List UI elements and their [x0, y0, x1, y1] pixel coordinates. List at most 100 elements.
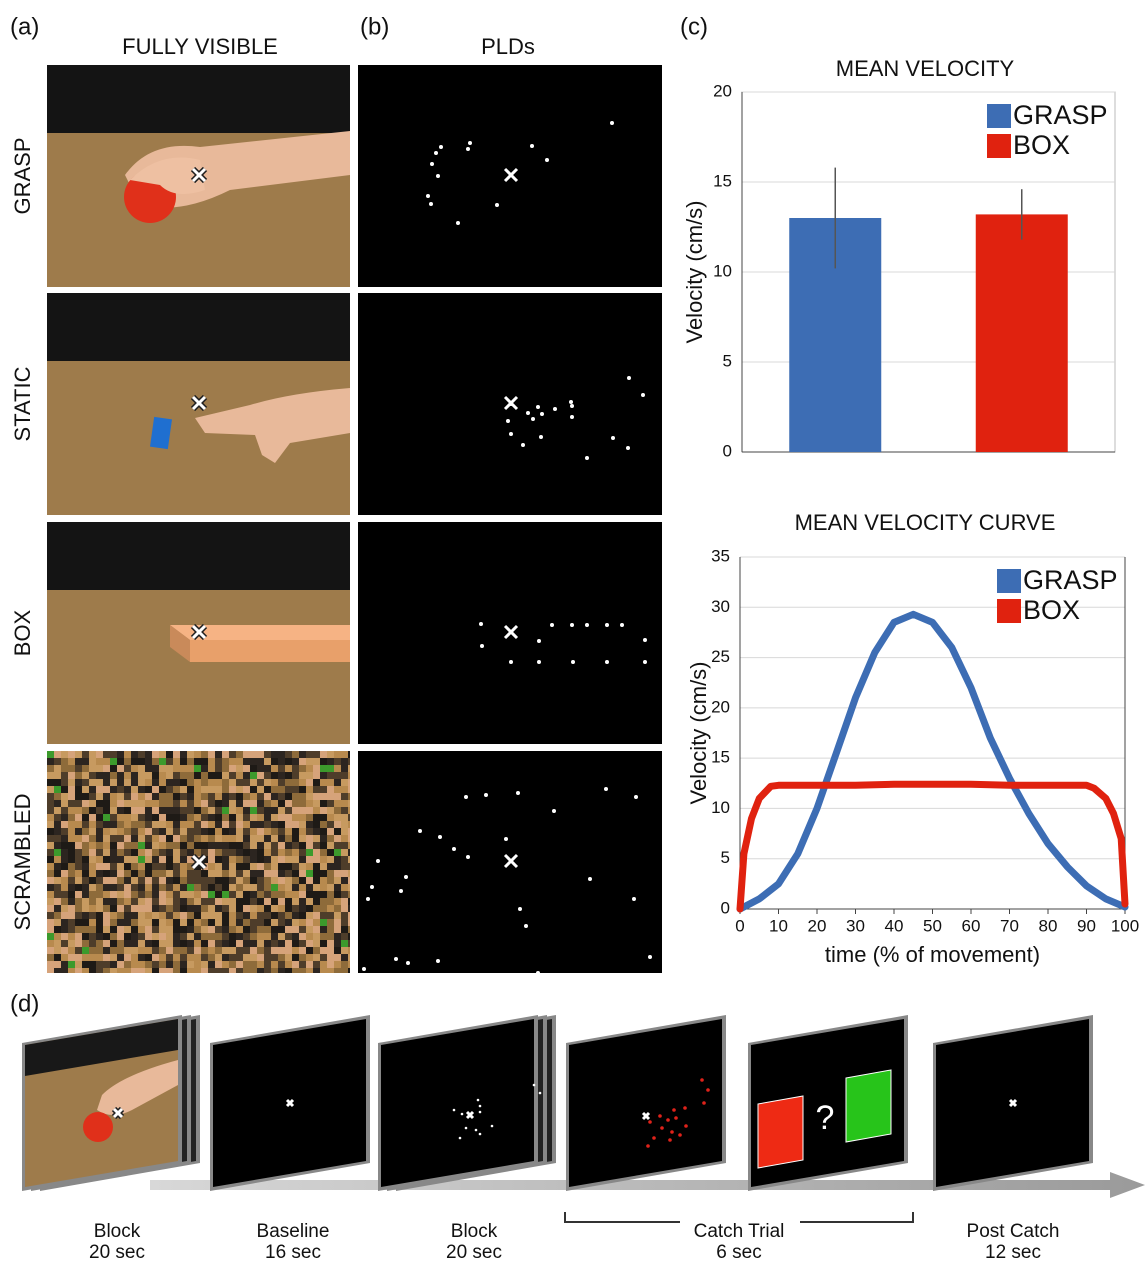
scramble-pixel — [236, 870, 243, 877]
pld-dot — [399, 889, 403, 893]
choice-red — [758, 1096, 803, 1168]
scramble-pixel — [89, 828, 96, 835]
scramble-pixel — [61, 912, 68, 919]
scramble-pixel — [96, 898, 103, 905]
scramble-pixel — [117, 751, 124, 758]
scramble-pixel — [138, 765, 145, 772]
x-tick-label: 100 — [1111, 916, 1139, 935]
x-axis-label: time (% of movement) — [825, 942, 1040, 967]
scramble-pixel — [278, 884, 285, 891]
scramble-pixel — [215, 807, 222, 814]
scramble-pixel — [306, 912, 313, 919]
scramble-pixel — [278, 828, 285, 835]
scramble-pixel — [145, 926, 152, 933]
scramble-pixel — [320, 842, 327, 849]
scramble-pixel — [243, 877, 250, 884]
scramble-pixel — [89, 919, 96, 926]
scramble-pixel — [159, 786, 166, 793]
scramble-pixel — [194, 828, 201, 835]
scramble-pixel — [250, 814, 257, 821]
scramble-pixel — [313, 891, 320, 898]
scramble-pixel — [152, 856, 159, 863]
scramble-pixel — [292, 863, 299, 870]
scramble-pixel — [159, 793, 166, 800]
scramble-pixel — [264, 828, 271, 835]
scramble-pixel — [278, 786, 285, 793]
scramble-pixel — [187, 786, 194, 793]
scramble-pixel — [145, 758, 152, 765]
scramble-pixel — [320, 793, 327, 800]
scramble-pixel — [292, 786, 299, 793]
scramble-pixel — [75, 884, 82, 891]
scramble-pixel — [54, 968, 61, 973]
scramble-pixel — [299, 856, 306, 863]
scramble-pixel — [131, 898, 138, 905]
scramble-pixel — [285, 849, 292, 856]
pld-dot — [436, 174, 440, 178]
scramble-pixel — [341, 807, 348, 814]
catch-dot — [678, 1133, 682, 1137]
scramble-pixel — [341, 765, 348, 772]
scramble-pixel — [75, 912, 82, 919]
scramble-pixel — [208, 828, 215, 835]
scramble-pixel — [334, 877, 341, 884]
scramble-pixel — [152, 891, 159, 898]
scramble-pixel — [348, 758, 350, 765]
scramble-pixel — [215, 793, 222, 800]
scramble-pixel — [145, 954, 152, 961]
scramble-pixel — [173, 842, 180, 849]
scramble-pixel — [215, 772, 222, 779]
scramble-pixel — [341, 891, 348, 898]
scramble-pixel — [215, 961, 222, 968]
scramble-pixel — [278, 961, 285, 968]
scramble-pixel — [348, 870, 350, 877]
scramble-pixel — [82, 828, 89, 835]
scramble-pixel — [243, 751, 250, 758]
scramble-pixel — [299, 772, 306, 779]
scramble-pixel — [194, 898, 201, 905]
scramble-pixel — [306, 940, 313, 947]
scramble-pixel — [89, 961, 96, 968]
scramble-pixel — [173, 933, 180, 940]
scramble-pixel — [341, 884, 348, 891]
scramble-pixel — [208, 926, 215, 933]
scramble-pixel — [320, 947, 327, 954]
scramble-pixel — [341, 800, 348, 807]
scramble-pixel — [285, 779, 292, 786]
scramble-pixel — [285, 863, 292, 870]
scramble-pixel — [348, 751, 350, 758]
scramble-pixel — [138, 835, 145, 842]
scramble-pixel — [341, 940, 348, 947]
frame-name: Baseline — [257, 1221, 330, 1242]
scramble-pixel — [327, 800, 334, 807]
scramble-pixel — [145, 779, 152, 786]
scramble-pixel — [229, 933, 236, 940]
scramble-pixel — [334, 926, 341, 933]
y-tick-label: 10 — [711, 798, 730, 817]
legend-swatch — [997, 569, 1021, 593]
scramble-pixel — [201, 919, 208, 926]
scramble-pixel — [89, 765, 96, 772]
scramble-pixel — [194, 835, 201, 842]
scramble-pixel — [271, 961, 278, 968]
scramble-pixel — [68, 919, 75, 926]
scramble-pixel — [103, 828, 110, 835]
scramble-pixel — [327, 898, 334, 905]
y-tick-label: 5 — [721, 848, 730, 867]
scramble-pixel — [89, 891, 96, 898]
x-tick-label: 60 — [962, 916, 981, 935]
line — [740, 614, 1125, 909]
scramble-pixel — [166, 800, 173, 807]
scramble-pixel — [138, 807, 145, 814]
scramble-pixel — [327, 765, 334, 772]
chart-title: MEAN VELOCITY — [836, 56, 1015, 81]
scramble-pixel — [222, 807, 229, 814]
scramble-pixel — [327, 870, 334, 877]
scramble-pixel — [96, 814, 103, 821]
scramble-pixel — [341, 849, 348, 856]
scramble-pixel — [201, 891, 208, 898]
scramble-pixel — [152, 786, 159, 793]
scramble-pixel — [159, 800, 166, 807]
scramble-pixel — [201, 912, 208, 919]
scramble-pixel — [313, 821, 320, 828]
